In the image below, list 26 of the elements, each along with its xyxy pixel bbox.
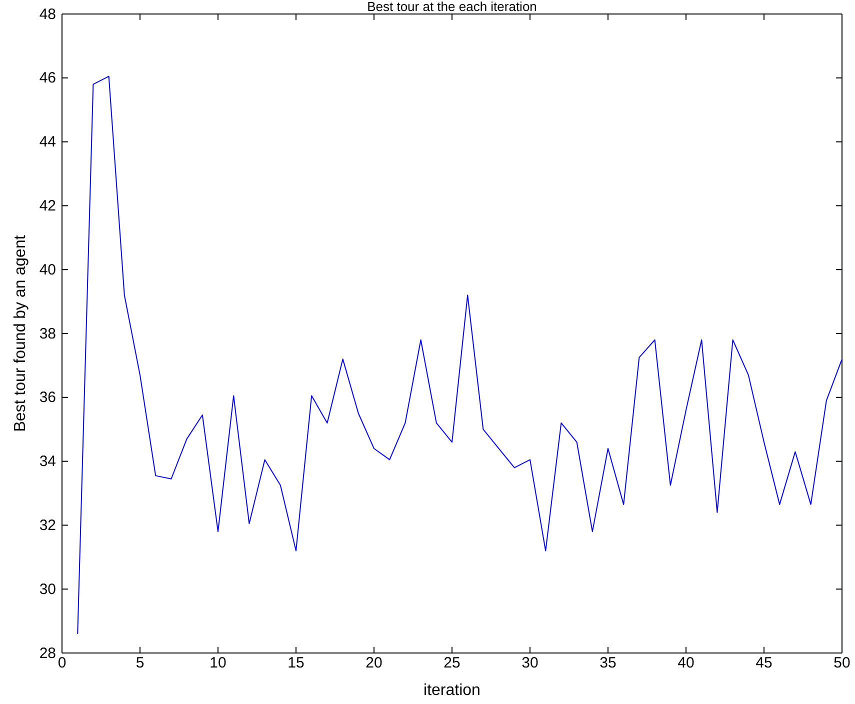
x-tick-label: 50	[834, 654, 850, 672]
y-tick-label: 38	[39, 325, 56, 342]
y-tick-label: 40	[39, 261, 56, 278]
x-tick-label: 5	[136, 654, 144, 672]
x-tick-label: 25	[444, 654, 460, 672]
x-tick-label: 20	[366, 654, 382, 672]
y-tick-label: 28	[39, 644, 56, 662]
y-tick-label: 34	[39, 453, 56, 470]
y-tick-label: 36	[39, 389, 56, 406]
y-axis-title: Best tour found by an agent	[12, 234, 29, 432]
y-tick-label: 30	[39, 580, 56, 598]
x-tick-label: 0	[58, 654, 66, 672]
x-tick-label: 35	[600, 654, 616, 672]
y-tick-label: 44	[39, 134, 56, 151]
line-series	[77, 76, 842, 634]
y-tick-label: 42	[39, 198, 56, 214]
x-tick-label: 30	[522, 654, 538, 672]
x-tick-label: 15	[288, 654, 304, 672]
x-tick-label: 45	[756, 654, 772, 672]
x-axis-title: iteration	[424, 682, 480, 699]
y-tick-label: 48	[39, 6, 56, 23]
x-tick-label: 10	[210, 654, 226, 672]
chart-title: Best tour at the each iteration	[367, 0, 537, 14]
y-tick-label: 46	[39, 70, 56, 87]
y-tick-label: 32	[39, 517, 56, 534]
x-tick-label: 40	[678, 654, 694, 672]
